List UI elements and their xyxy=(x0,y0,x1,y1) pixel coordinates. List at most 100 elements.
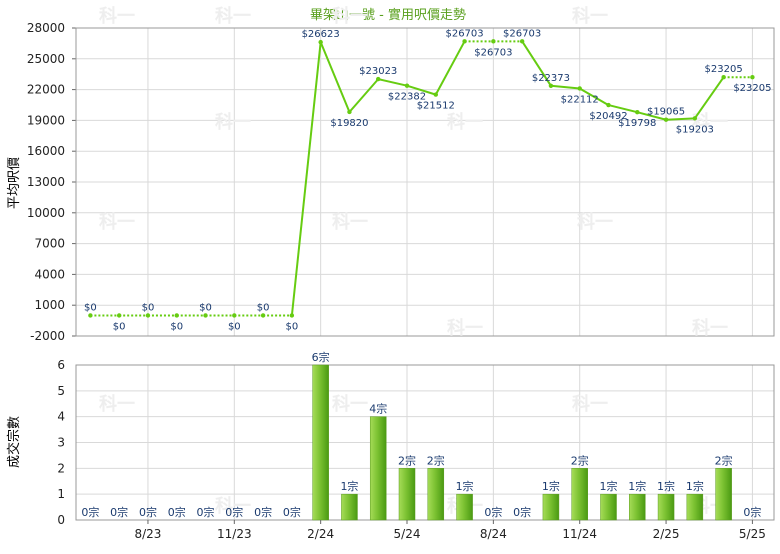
price-y-tick-label: 19000 xyxy=(27,113,65,127)
count-bar-label: 0宗 xyxy=(743,505,761,519)
price-data-point xyxy=(116,313,122,318)
price-data-point xyxy=(232,313,237,318)
watermark-text: 科一 xyxy=(692,111,728,133)
price-data-label: $0 xyxy=(113,321,126,332)
price-data-point xyxy=(203,313,208,318)
price-data-point xyxy=(145,313,151,318)
count-y-tick-label: 4 xyxy=(57,410,65,424)
price-data-label: $0 xyxy=(286,321,299,332)
price-data-label: $20492 xyxy=(589,111,627,122)
watermark-text: 科一 xyxy=(572,5,608,27)
count-bar-label: 6宗 xyxy=(312,350,330,364)
price-y-tick-label: 28000 xyxy=(27,21,65,35)
price-data-point xyxy=(404,83,410,88)
count-y-tick-label: 0 xyxy=(57,513,65,527)
price-data-label: $0 xyxy=(170,321,183,332)
price-data-point xyxy=(519,39,525,44)
price-data-label: $0 xyxy=(84,302,97,313)
price-data-label: $21512 xyxy=(417,101,455,112)
count-y-tick-label: 6 xyxy=(57,358,65,372)
x-tick-label: 2/24 xyxy=(307,527,334,541)
transaction-count-chart: 0123456科一科一科一科一科一科一0宗0宗0宗0宗0宗0宗0宗0宗6宗1宗4… xyxy=(57,350,775,541)
count-bar-label: 1宗 xyxy=(340,479,358,493)
count-bar-label: 0宗 xyxy=(283,505,301,519)
count-bar-label: 1宗 xyxy=(456,479,474,493)
price-data-point xyxy=(635,110,640,115)
count-bar-label: 0宗 xyxy=(484,505,502,519)
count-bar xyxy=(456,493,473,521)
price-y-tick-label: 4000 xyxy=(34,267,65,281)
price-data-label: $26703 xyxy=(445,28,483,39)
count-bar-label: 4宗 xyxy=(369,402,387,416)
watermark-text: 科一 xyxy=(99,5,135,27)
price-data-label: $23023 xyxy=(359,66,397,77)
count-bar xyxy=(657,493,675,521)
price-data-point xyxy=(750,75,755,80)
price-line-segment xyxy=(290,42,322,316)
price-data-label: $22373 xyxy=(532,73,570,84)
count-bar xyxy=(600,493,617,521)
watermark-text: 科一 xyxy=(215,111,251,133)
price-line-segment xyxy=(579,87,609,106)
price-data-point xyxy=(462,39,467,44)
price-data-label: $19820 xyxy=(330,118,368,129)
count-plot-frame xyxy=(75,364,775,521)
watermark-text: 科一 xyxy=(215,495,251,517)
x-tick-label: 11/24 xyxy=(562,527,597,541)
watermark-text: 科一 xyxy=(692,317,728,339)
count-bar-label: 1宗 xyxy=(599,479,617,493)
count-bar xyxy=(629,493,646,521)
price-plot-frame xyxy=(75,27,775,337)
price-data-label: $19798 xyxy=(618,118,656,129)
x-tick-label: 5/24 xyxy=(394,527,421,541)
watermark-text: 科一 xyxy=(215,5,251,27)
count-y-tick-label: 1 xyxy=(57,487,65,501)
price-data-point xyxy=(347,109,352,115)
price-y-tick-label: 16000 xyxy=(27,144,65,158)
count-bar-label: 0宗 xyxy=(81,505,99,519)
price-y-tick-label: 25000 xyxy=(27,52,65,66)
watermark-text: 科一 xyxy=(577,211,613,233)
watermark-text: 科一 xyxy=(332,393,368,415)
watermark-text: 科一 xyxy=(332,211,368,233)
price-data-label: $23205 xyxy=(733,83,771,94)
price-data-point xyxy=(577,86,582,91)
watermark-text: 科一 xyxy=(572,393,608,415)
count-bar-label: 0宗 xyxy=(225,505,243,519)
price-data-point xyxy=(433,92,438,97)
price-data-label: $26623 xyxy=(302,29,340,40)
count-bar-label: 0宗 xyxy=(513,505,531,519)
count-bar xyxy=(312,364,329,521)
price-data-label: $22112 xyxy=(561,94,599,105)
x-tick-label: 8/23 xyxy=(134,527,161,541)
price-data-point xyxy=(721,75,726,80)
watermark-text: 科一 xyxy=(99,393,135,415)
price-line-segment xyxy=(406,84,437,96)
price-chart: -2000 1000 4000 7000 10000 13000 16000 19000 220… xyxy=(27,5,775,343)
price-y-axis-label: 平均呎價 xyxy=(7,157,22,209)
count-bar-label: 0宗 xyxy=(197,505,215,519)
watermark-text: 科一 xyxy=(447,317,483,339)
count-bar-label: 1宗 xyxy=(657,479,675,493)
count-bar-label: 2宗 xyxy=(398,453,416,467)
price-data-point xyxy=(174,313,179,318)
count-bar xyxy=(715,468,732,521)
price-line-segment xyxy=(666,117,695,121)
price-data-label: $0 xyxy=(199,302,212,313)
count-y-tick-label: 3 xyxy=(57,436,65,450)
chart-title: 畢架山一號 - 實用呎價走勢 xyxy=(310,7,466,23)
price-y-tick-label: 7000 xyxy=(34,237,65,251)
count-bar xyxy=(571,468,588,521)
price-line-segment xyxy=(378,78,408,87)
count-bar xyxy=(369,416,387,521)
price-data-label: $22382 xyxy=(388,92,426,103)
price-data-label: $23205 xyxy=(705,64,743,75)
count-y-tick-label: 2 xyxy=(57,461,65,475)
price-data-label: $0 xyxy=(142,302,155,313)
count-bar xyxy=(341,493,358,521)
count-bar xyxy=(398,468,416,521)
count-y-axis-label: 成交宗數 xyxy=(6,416,22,468)
count-bar xyxy=(686,493,704,521)
